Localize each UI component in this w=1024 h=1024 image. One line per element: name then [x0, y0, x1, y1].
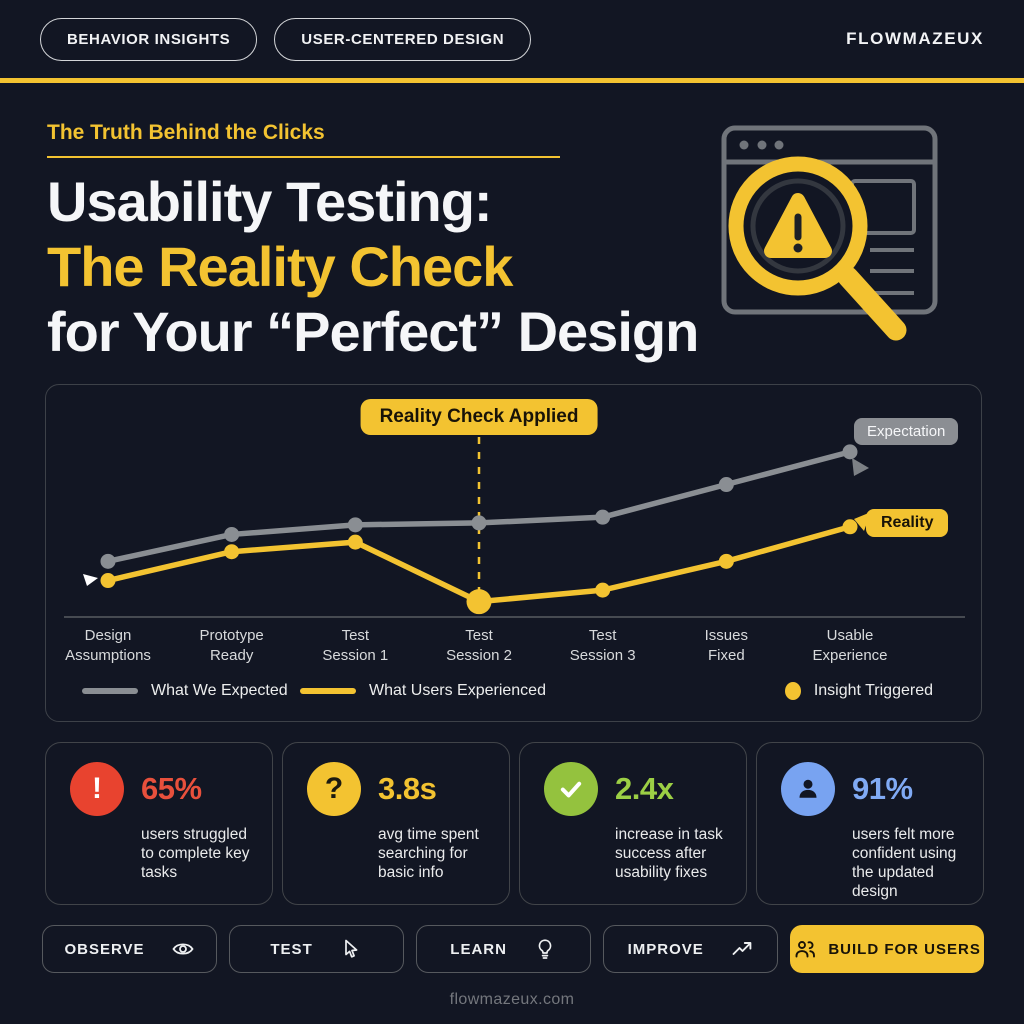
- legend-label: Insight Triggered: [813, 682, 933, 699]
- topbar: BEHAVIOR INSIGHTS USER-CENTERED DESIGN F…: [0, 0, 1024, 83]
- title-line-2: The Reality Check: [47, 235, 513, 298]
- users-icon: [793, 937, 817, 961]
- bulb-icon: [533, 937, 557, 961]
- pill-behavior-insights[interactable]: BEHAVIOR INSIGHTS: [40, 17, 258, 61]
- x-axis-label: Test Session 2: [446, 627, 512, 664]
- improve-label: IMPROVE: [627, 940, 704, 958]
- pill-user-centered-design[interactable]: USER-CENTERED DESIGN: [274, 17, 532, 61]
- stat-desc: increase in task success after usability…: [615, 826, 723, 881]
- chart-legend: What We Expected What Users Experienced …: [46, 682, 981, 708]
- yellow-line-swatch: [300, 688, 356, 694]
- footer-url[interactable]: flowmazeux.com: [449, 991, 575, 1008]
- stat-desc: avg time spent searching for basic info: [378, 826, 479, 881]
- stat-desc: users felt more confident using the upda…: [852, 826, 957, 900]
- build-for-users-button[interactable]: BUILD FOR USERS: [790, 925, 984, 973]
- stat-card-struggled: ! 65% users struggled to complete key ta…: [45, 742, 273, 905]
- actions-bar: OBSERVE TEST LEARN IMPROVE: [42, 925, 984, 973]
- reality-badge: Reality: [866, 509, 949, 537]
- gray-line-swatch: [82, 688, 138, 694]
- observe-label: OBSERVE: [64, 940, 145, 958]
- stat-card-confidence: 91% users felt more confident using the …: [756, 742, 984, 905]
- stat-card-success: 2.4x increase in task success after usab…: [519, 742, 747, 905]
- improve-button[interactable]: IMPROVE: [603, 925, 779, 973]
- hero-eyebrow: The Truth Behind the Clicks: [47, 121, 325, 144]
- x-axis-label: Issues Fixed: [704, 627, 748, 664]
- expectation-badge: Expectation: [854, 418, 959, 445]
- stat-value: 3.8s: [378, 771, 437, 806]
- test-button[interactable]: TEST: [229, 925, 405, 973]
- exclamation-icon: !: [70, 762, 124, 816]
- stat-value: 65%: [141, 771, 202, 806]
- legend-item-insight: Insight Triggered: [784, 682, 933, 700]
- hero-section: The Truth Behind the Clicks Usability Te…: [47, 121, 699, 364]
- question-icon: ?: [307, 762, 361, 816]
- exclamation-glyph: !: [92, 772, 102, 805]
- legend-label: What Users Experienced: [369, 682, 546, 699]
- stat-desc: users struggled to complete key tasks: [141, 826, 250, 881]
- stat-value: 91%: [852, 771, 913, 806]
- brand-logo: FLOWMAZEUX: [846, 29, 984, 48]
- legend-item-expected: What We Expected: [82, 682, 288, 700]
- eye-icon: [171, 937, 195, 961]
- title-line-1: Usability Testing:: [47, 170, 493, 233]
- cursor-icon: [339, 937, 363, 961]
- x-axis-label: Design Assumptions: [65, 627, 151, 664]
- x-axis-label: Test Session 3: [569, 627, 636, 664]
- chart-annotation-badge: Reality Check Applied: [360, 399, 598, 435]
- test-label: TEST: [270, 940, 313, 958]
- build-for-users-label: BUILD FOR USERS: [828, 940, 981, 958]
- x-axis-label: Usable Experience: [812, 627, 888, 664]
- observe-button[interactable]: OBSERVE: [42, 925, 218, 973]
- question-glyph: ?: [324, 772, 344, 805]
- trend-up-icon: [730, 937, 754, 961]
- x-axis-label: Prototype Ready: [199, 627, 264, 664]
- eyebrow-underline: [47, 156, 560, 158]
- legend-label: What We Expected: [151, 682, 288, 699]
- stat-card-search-time: ? 3.8s avg time spent searching for basi…: [282, 742, 510, 905]
- yellow-dot-swatch: [784, 682, 801, 700]
- learn-label: LEARN: [450, 940, 507, 958]
- learn-button[interactable]: LEARN: [416, 925, 592, 973]
- user-icon: [781, 762, 835, 816]
- check-icon: [544, 762, 598, 816]
- stat-value: 2.4x: [615, 771, 674, 806]
- x-axis-label: Test Session 1: [322, 627, 389, 664]
- chart-panel: Reality Check Applied Expectation Realit…: [45, 384, 982, 722]
- legend-item-experienced: What Users Experienced: [300, 682, 546, 700]
- stats-row: ! 65% users struggled to complete key ta…: [45, 742, 984, 905]
- page-title: Usability Testing: The Reality Check for…: [47, 169, 699, 364]
- title-line-3: for Your “Perfect” Design: [47, 300, 699, 363]
- browser-magnifier-warning-icon: [712, 118, 942, 358]
- chart-svg: [64, 437, 965, 618]
